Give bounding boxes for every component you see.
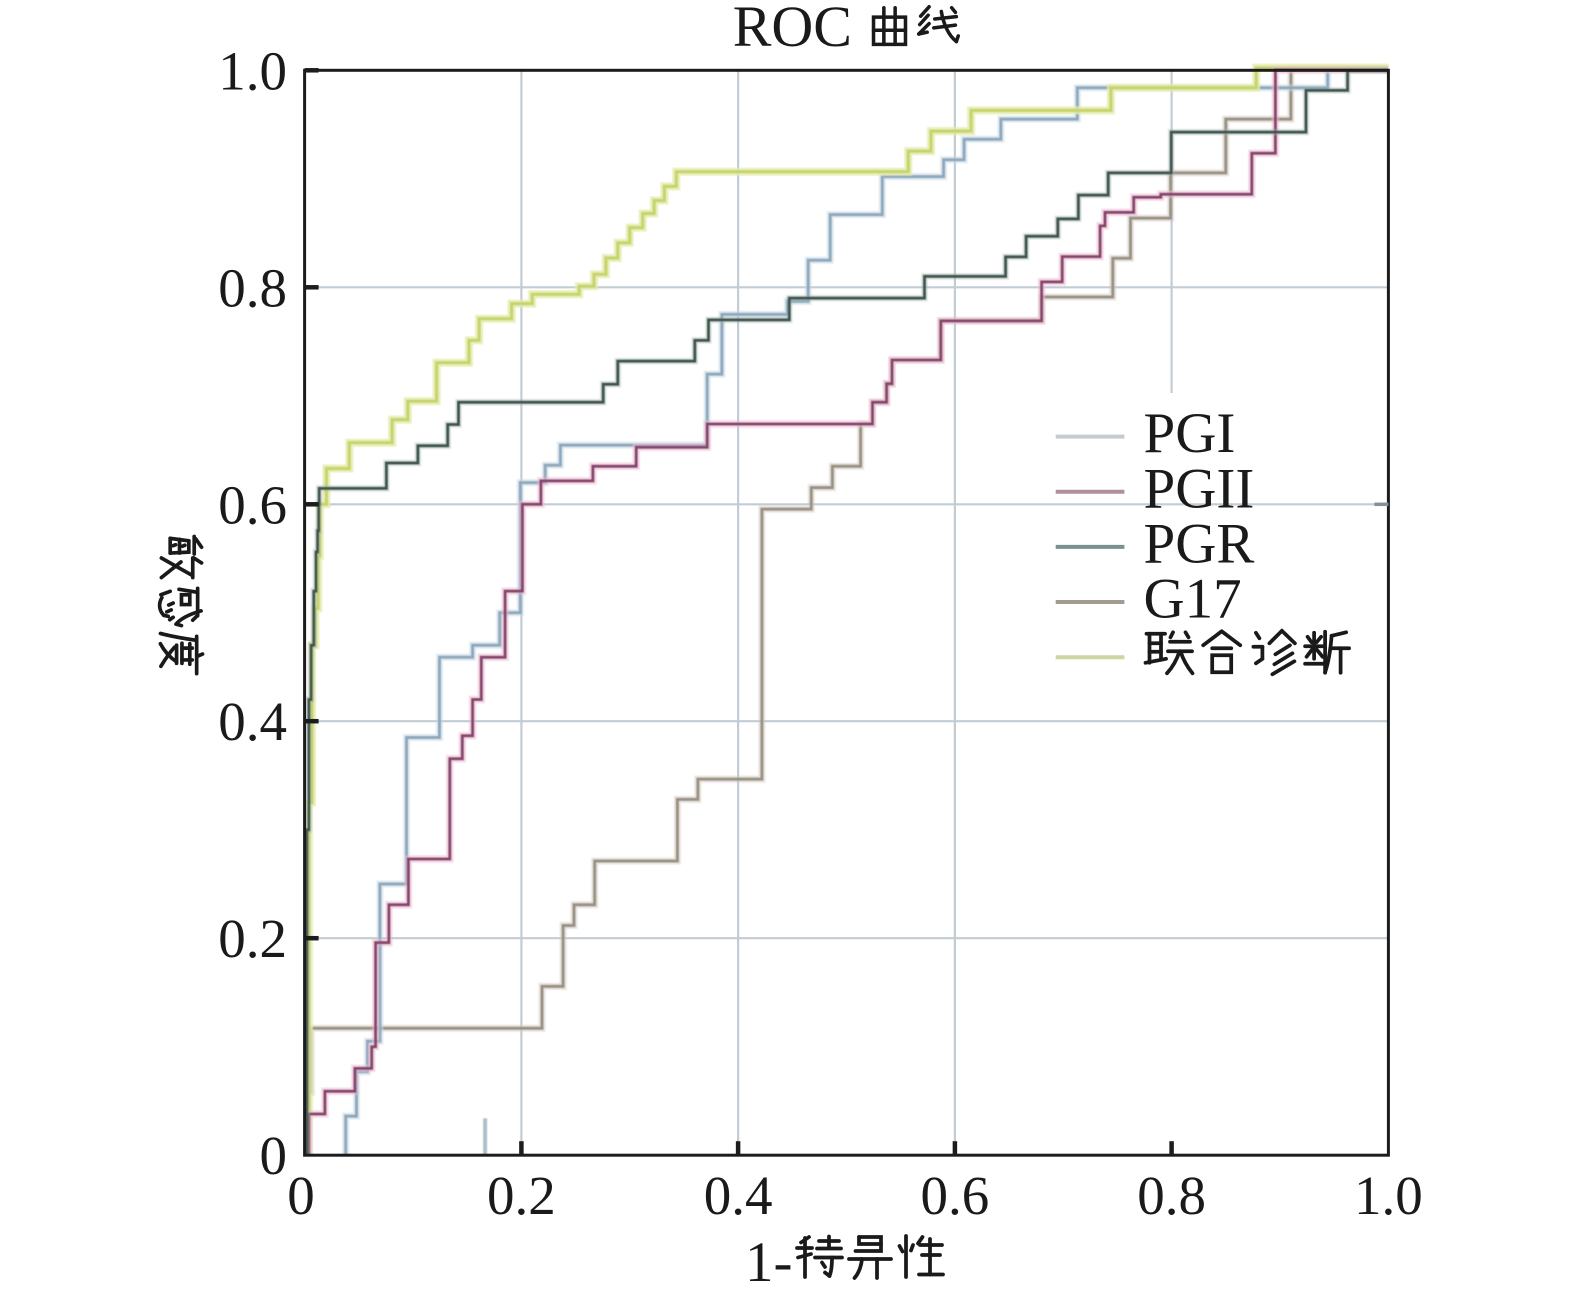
svg-text:PGII: PGII xyxy=(1144,457,1255,520)
svg-text:0.8: 0.8 xyxy=(218,257,287,318)
svg-text:1.0: 1.0 xyxy=(1354,1165,1423,1226)
svg-text:0.4: 0.4 xyxy=(704,1165,773,1226)
svg-text:0.2: 0.2 xyxy=(487,1165,556,1226)
svg-text:0: 0 xyxy=(287,1165,315,1226)
svg-text:PGI: PGI xyxy=(1144,402,1236,465)
svg-text:0: 0 xyxy=(260,1125,288,1186)
svg-text:G17: G17 xyxy=(1144,568,1242,631)
svg-text:0.8: 0.8 xyxy=(1137,1165,1206,1226)
svg-text:1-: 1- xyxy=(745,1231,792,1293)
svg-text:ROC: ROC xyxy=(733,0,852,59)
svg-text:PGR: PGR xyxy=(1144,512,1255,575)
svg-text:0.6: 0.6 xyxy=(218,474,287,535)
svg-text:0.4: 0.4 xyxy=(218,691,287,752)
svg-text:0.6: 0.6 xyxy=(921,1165,990,1226)
svg-text:0.2: 0.2 xyxy=(218,908,287,969)
svg-text:1.0: 1.0 xyxy=(218,40,287,101)
